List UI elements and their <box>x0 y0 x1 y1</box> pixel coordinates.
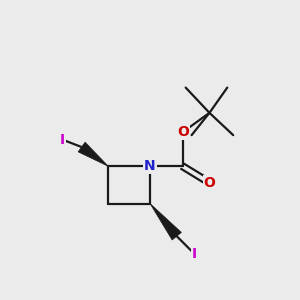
Text: O: O <box>203 176 215 190</box>
Text: O: O <box>177 125 189 139</box>
Polygon shape <box>78 142 108 166</box>
Text: I: I <box>192 247 197 261</box>
Text: I: I <box>60 133 65 147</box>
Polygon shape <box>150 203 182 240</box>
Text: N: N <box>144 159 156 173</box>
